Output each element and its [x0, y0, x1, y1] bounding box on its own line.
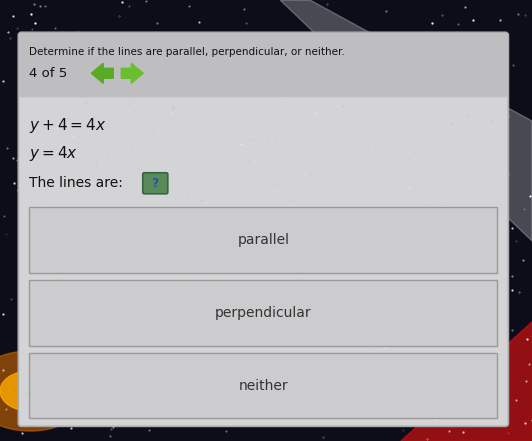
Text: $y = 4x$: $y = 4x$ — [29, 144, 78, 163]
FancyBboxPatch shape — [29, 353, 497, 419]
FancyBboxPatch shape — [19, 33, 508, 97]
Ellipse shape — [0, 351, 90, 431]
Text: ?: ? — [152, 177, 159, 190]
Text: perpendicular: perpendicular — [215, 306, 312, 320]
Text: 4 of 5: 4 of 5 — [29, 67, 68, 80]
Text: Determine if the lines are parallel, perpendicular, or neither.: Determine if the lines are parallel, per… — [29, 47, 345, 57]
FancyBboxPatch shape — [29, 207, 497, 273]
Polygon shape — [400, 321, 532, 441]
Text: $y + 4 = 4x$: $y + 4 = 4x$ — [29, 116, 107, 135]
FancyBboxPatch shape — [29, 280, 497, 346]
Text: parallel: parallel — [237, 233, 289, 247]
Text: neither: neither — [238, 378, 288, 392]
Text: The lines are:: The lines are: — [29, 176, 123, 190]
Ellipse shape — [0, 371, 60, 411]
Polygon shape — [121, 63, 143, 83]
FancyBboxPatch shape — [18, 32, 509, 426]
Polygon shape — [280, 0, 532, 241]
FancyBboxPatch shape — [143, 173, 168, 194]
Polygon shape — [92, 63, 113, 83]
